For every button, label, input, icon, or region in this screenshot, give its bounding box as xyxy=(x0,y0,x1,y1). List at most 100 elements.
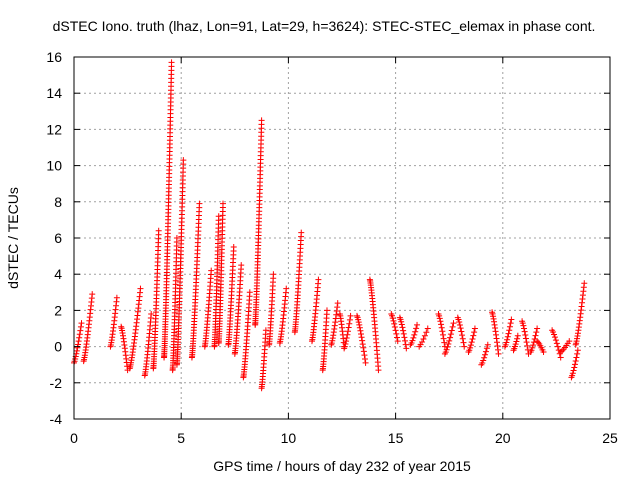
data-point xyxy=(436,315,443,322)
y-tick-label: 6 xyxy=(54,230,62,246)
data-point xyxy=(440,335,447,342)
x-tick-label: 15 xyxy=(388,430,404,446)
data-point xyxy=(507,320,514,327)
data-point xyxy=(346,316,353,323)
data-points xyxy=(71,59,588,392)
data-point xyxy=(359,341,366,348)
data-point xyxy=(360,344,367,351)
data-point xyxy=(461,343,468,350)
data-point xyxy=(508,316,515,323)
data-point xyxy=(394,334,401,341)
y-tick-label: 2 xyxy=(54,302,62,318)
data-point xyxy=(73,347,80,354)
data-point xyxy=(436,312,443,319)
data-point xyxy=(467,344,474,351)
data-point xyxy=(460,339,467,346)
data-point xyxy=(457,325,464,332)
data-point xyxy=(447,331,454,338)
data-point xyxy=(504,336,511,343)
data-point xyxy=(540,349,547,356)
data-point xyxy=(534,325,541,332)
data-point xyxy=(512,341,519,348)
data-point xyxy=(246,289,253,296)
data-point xyxy=(446,337,453,344)
data-point xyxy=(355,319,362,326)
x-tick-label: 25 xyxy=(602,430,618,446)
data-point xyxy=(137,285,144,292)
data-point xyxy=(270,271,277,278)
data-point xyxy=(444,344,451,351)
data-point xyxy=(180,157,187,164)
data-point xyxy=(529,344,536,351)
data-point xyxy=(521,325,528,332)
data-point xyxy=(520,322,527,329)
data-point xyxy=(77,323,84,330)
data-point xyxy=(323,307,330,314)
data-point xyxy=(438,321,445,328)
data-point xyxy=(362,359,369,366)
data-point xyxy=(504,333,511,340)
data-point xyxy=(439,328,446,335)
chart-title: dSTEC Iono. truth (lhaz, Lon=91, Lat=29,… xyxy=(53,18,596,34)
data-point xyxy=(571,364,578,371)
grid-lines xyxy=(74,57,610,419)
data-point xyxy=(572,358,579,365)
data-point xyxy=(392,327,399,334)
x-tick-label: 5 xyxy=(177,430,185,446)
data-point xyxy=(522,331,529,338)
data-point xyxy=(530,342,537,349)
data-point xyxy=(393,330,400,337)
x-axis-label: GPS time / hours of day 232 of year 2015 xyxy=(213,458,471,474)
data-point xyxy=(532,332,539,339)
data-point xyxy=(573,354,580,361)
data-point xyxy=(89,291,96,298)
data-point xyxy=(391,320,398,327)
data-point xyxy=(394,338,401,345)
data-point xyxy=(450,320,457,327)
y-tick-labels: -4 -2 0 2 4 6 8 10 12 14 16 xyxy=(46,49,62,427)
data-point xyxy=(347,312,354,319)
data-point xyxy=(113,294,120,301)
data-point xyxy=(513,338,520,345)
data-point xyxy=(343,335,350,342)
data-point xyxy=(238,262,245,269)
data-point xyxy=(356,321,363,328)
data-point xyxy=(581,280,588,287)
y-tick-label: -4 xyxy=(50,411,63,427)
data-point xyxy=(78,320,85,327)
data-point xyxy=(346,320,353,327)
data-point xyxy=(173,235,180,241)
data-point xyxy=(438,324,445,331)
data-point xyxy=(495,350,502,357)
data-point xyxy=(437,318,444,325)
data-point xyxy=(557,349,564,356)
data-point xyxy=(356,324,363,331)
y-axis-label: dSTEC / TECUs xyxy=(5,187,21,289)
data-point xyxy=(412,328,419,335)
data-point xyxy=(155,227,162,234)
data-point xyxy=(283,285,290,292)
y-tick-label: 0 xyxy=(54,339,62,355)
data-point xyxy=(569,370,576,377)
data-point xyxy=(468,339,475,346)
data-point xyxy=(443,346,450,353)
data-point xyxy=(208,267,215,274)
data-point xyxy=(262,327,269,334)
data-point xyxy=(341,343,348,350)
data-point xyxy=(413,325,420,332)
data-point xyxy=(220,200,227,207)
data-point xyxy=(456,319,463,326)
data-point xyxy=(480,357,487,364)
axis-ticks xyxy=(73,56,611,420)
y-tick-label: 4 xyxy=(54,266,62,282)
data-point xyxy=(481,354,488,361)
data-point xyxy=(471,325,478,332)
data-point xyxy=(358,334,365,341)
data-point xyxy=(423,329,430,336)
data-point xyxy=(470,332,477,339)
data-point xyxy=(514,332,521,339)
data-point xyxy=(360,348,367,355)
data-point xyxy=(345,328,352,335)
data-point xyxy=(419,339,426,346)
